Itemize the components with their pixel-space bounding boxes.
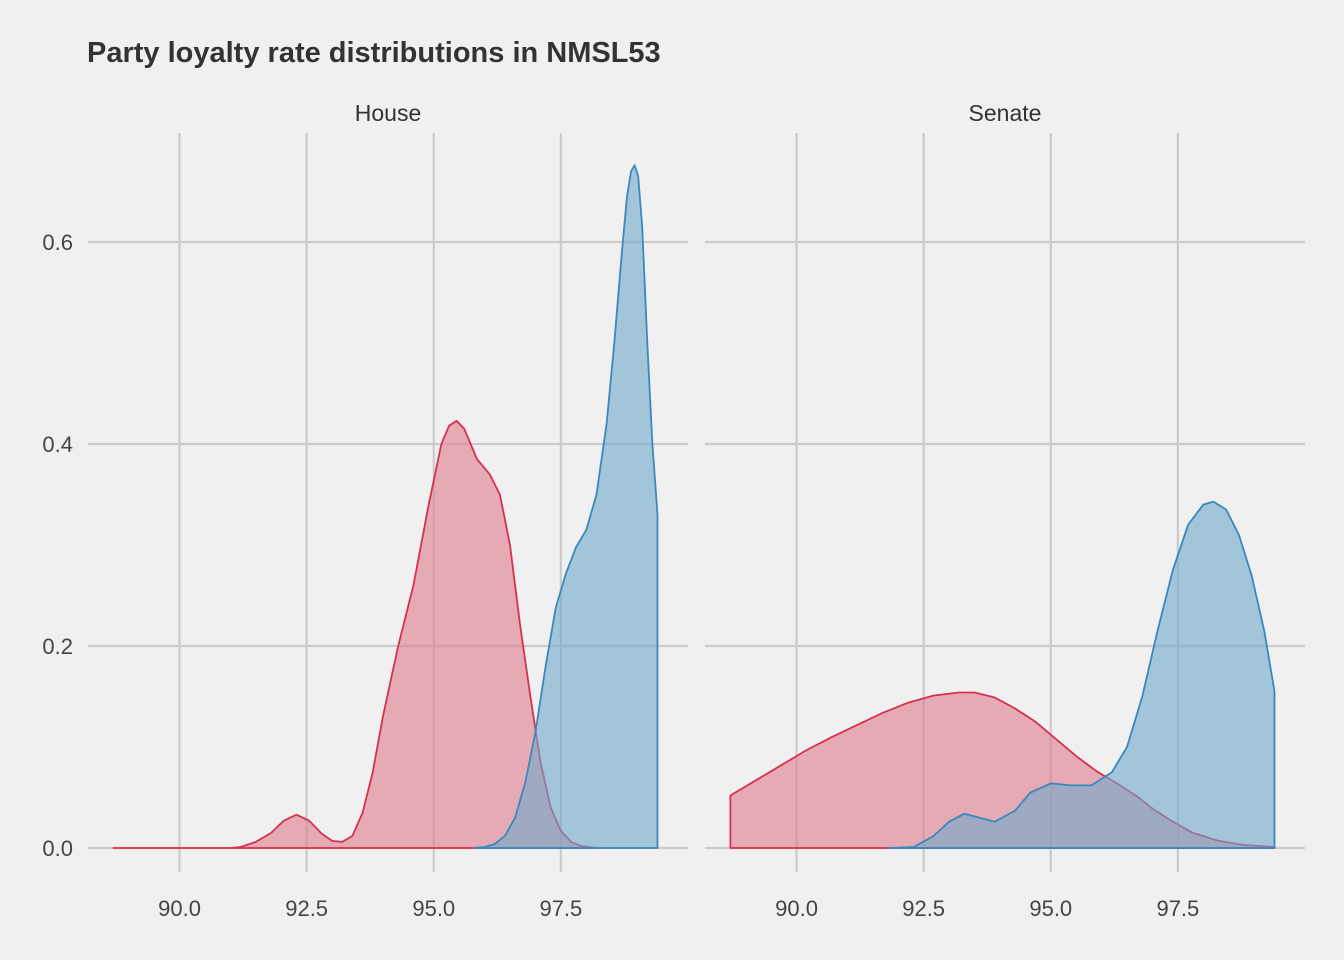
x-tick-label: 90.0 — [775, 896, 818, 921]
strip-label-senate: Senate — [969, 100, 1042, 126]
y-tick-label: 0.4 — [42, 432, 73, 457]
y-axis-labels: 0.0 0.2 0.4 0.6 — [42, 230, 73, 861]
density-area-blue — [887, 500, 1276, 849]
chart-title: Party loyalty rate distributions in NMSL… — [87, 37, 661, 69]
y-tick-label: 0.2 — [42, 634, 73, 659]
panel-house: 90.0 92.5 95.0 97.5 House — [88, 100, 688, 921]
x-tick-label: 97.5 — [539, 896, 582, 921]
y-tick-label: 0.0 — [42, 836, 73, 861]
panel-house-x-ticks: 90.0 92.5 95.0 97.5 — [158, 896, 582, 921]
panel-house-series — [112, 164, 659, 849]
x-tick-label: 92.5 — [902, 896, 945, 921]
y-tick-label: 0.6 — [42, 230, 73, 255]
x-tick-label: 97.5 — [1156, 896, 1199, 921]
x-tick-label: 90.0 — [158, 896, 201, 921]
panel-senate: 90.0 92.5 95.0 97.5 Senate — [705, 100, 1305, 921]
density-area-blue — [473, 164, 659, 849]
strip-label-house: House — [355, 100, 421, 126]
x-tick-label: 95.0 — [1029, 896, 1072, 921]
panel-senate-series — [729, 500, 1276, 849]
x-tick-label: 95.0 — [412, 896, 455, 921]
x-tick-label: 92.5 — [285, 896, 328, 921]
panel-senate-x-ticks: 90.0 92.5 95.0 97.5 — [775, 896, 1199, 921]
